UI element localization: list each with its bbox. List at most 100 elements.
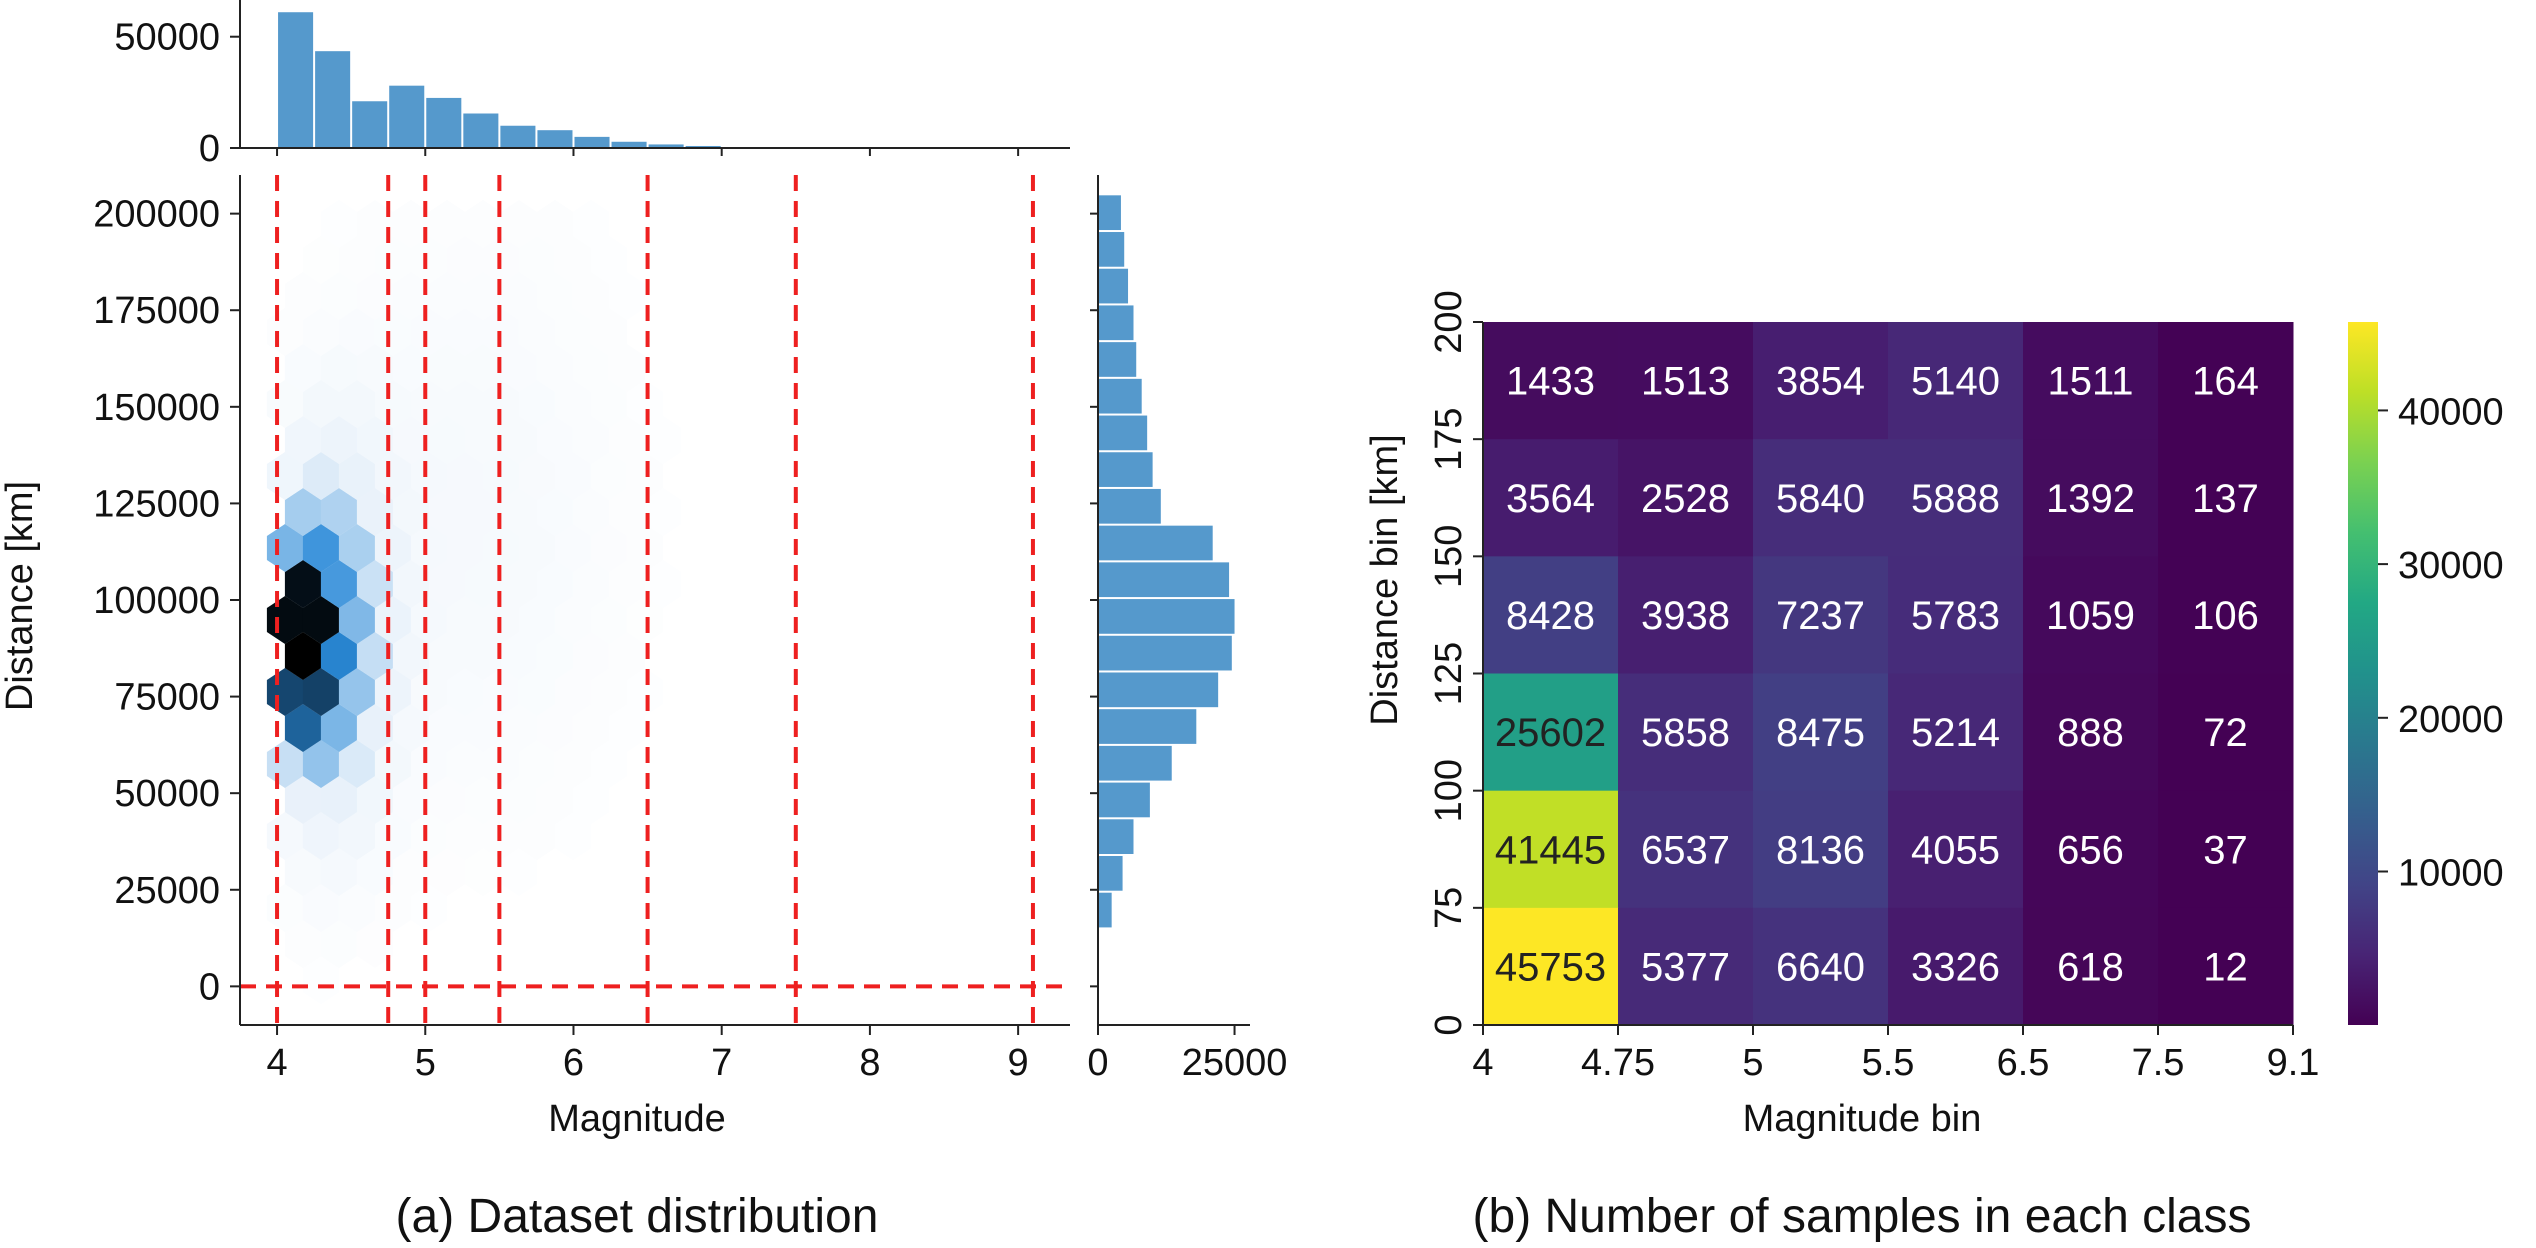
hexbin-cell	[302, 884, 340, 932]
hexbin-cell	[338, 308, 376, 356]
hexbin-cell	[608, 272, 646, 320]
distance-hist-bar	[1098, 672, 1219, 708]
heatmap-cell-value: 6537	[1641, 828, 1730, 872]
hexbin-cell	[644, 560, 682, 608]
hexbin-cell	[554, 236, 592, 284]
heatmap-cell	[1618, 907, 1754, 1026]
heatmap-y-tick-label: 150	[1428, 525, 1470, 588]
heatmap-cell-value: 8136	[1776, 828, 1865, 872]
heatmap-cell-value: 12	[2203, 945, 2248, 989]
hexbin-cell	[374, 308, 412, 356]
heatmap-y-tick-label: 125	[1428, 642, 1470, 705]
hexbin-cell	[302, 596, 340, 644]
y-tick-label: 75000	[114, 677, 220, 719]
heatmap-cell-value: 3326	[1911, 945, 2000, 989]
heatmap-cell	[2158, 322, 2294, 440]
hexbin-cell	[500, 776, 538, 824]
hexbin-cell	[374, 452, 412, 500]
hexbin-cell	[464, 488, 502, 536]
hexbin-cell	[410, 884, 448, 932]
hexbin-cell	[392, 200, 430, 248]
y-axis-label: Distance [km]	[0, 481, 41, 711]
hexbin-cell	[464, 848, 502, 896]
hexbin-cell	[392, 632, 430, 680]
heatmap-y-tick-label: 175	[1428, 407, 1470, 470]
hexbin-cell	[338, 452, 376, 500]
heatmap-cell	[2158, 673, 2294, 792]
hexbin-cell	[392, 416, 430, 464]
hexbin-cell	[374, 524, 412, 572]
heatmap-cell-value: 3564	[1506, 477, 1595, 521]
y-tick-label: 50000	[114, 773, 220, 815]
heatmap-cell-value: 37	[2203, 828, 2248, 872]
hexbin-cell	[608, 704, 646, 752]
heatmap-cell-value: 41445	[1495, 828, 1606, 872]
hexbin-cell	[482, 668, 520, 716]
distance-hist-bar	[1098, 745, 1172, 781]
heatmap-cell-value: 106	[2192, 594, 2259, 638]
hexbin-cell	[518, 740, 556, 788]
heatmap-cell-value: 3854	[1776, 360, 1865, 404]
heatmap-cell-value: 888	[2057, 711, 2124, 755]
hexbin-cell	[284, 848, 322, 896]
hexbin-cell	[284, 776, 322, 824]
hexbin-cell	[320, 920, 358, 968]
hexbin-density-layer	[266, 200, 682, 1004]
hexbin-cell	[518, 452, 556, 500]
heatmap-cell	[2158, 439, 2294, 557]
heatmap-cell	[1483, 907, 1619, 1026]
hexbin-cell	[284, 344, 322, 392]
hexbin-cell	[320, 488, 358, 536]
hexbin-cell	[392, 488, 430, 536]
heatmap-cell	[2023, 790, 2159, 909]
hexbin-cell	[464, 632, 502, 680]
hexbin-cell	[374, 668, 412, 716]
hexbin-cell	[446, 668, 484, 716]
main-axes: 4 5 6 7 8 9 0 25000 50000 75000 100000 125000 150000…	[93, 175, 1070, 1084]
hexbin-cell	[320, 704, 358, 752]
hexbin-cell	[464, 416, 502, 464]
hexbin-cell	[320, 416, 358, 464]
hexbin-cell	[338, 524, 376, 572]
heatmap-cell	[1483, 790, 1619, 909]
hexbin-cell	[302, 452, 340, 500]
hexbin-cell	[428, 200, 466, 248]
heatmap-cell-value: 5377	[1641, 945, 1730, 989]
hexbin-cell	[500, 848, 538, 896]
hexbin-cell	[554, 380, 592, 428]
hexbin-cell	[554, 596, 592, 644]
hexbin-cell	[302, 740, 340, 788]
hexbin-cell	[356, 920, 394, 968]
heatmap-cell-value: 5783	[1911, 594, 2000, 638]
x-tick-label: 9	[1008, 1042, 1029, 1084]
hexbin-cell	[374, 740, 412, 788]
magnitude-hist-bar	[352, 101, 388, 148]
hexbin-cell	[500, 704, 538, 752]
distance-hist-bar	[1098, 378, 1142, 414]
hexbin-cell	[446, 812, 484, 860]
top-hist-y-tick-label: 0	[199, 128, 220, 170]
magnitude-hist-bar	[426, 97, 462, 148]
heatmap-cell-value: 45753	[1495, 945, 1606, 989]
hexbin-cell	[608, 632, 646, 680]
hexbin-cell	[266, 884, 304, 932]
magnitude-hist-bar	[611, 141, 647, 148]
heatmap-cell-value: 6640	[1776, 945, 1865, 989]
heatmap-cell	[1618, 439, 1754, 557]
distance-hist-bar	[1098, 525, 1213, 561]
heatmap-cell	[1483, 556, 1619, 674]
hexbin-cell	[410, 524, 448, 572]
hexbin-cell	[410, 668, 448, 716]
hexbin-cell	[608, 416, 646, 464]
hexbin-cell	[320, 344, 358, 392]
hexbin-cell	[320, 632, 358, 680]
heatmap-x-tick-label: 7.5	[2132, 1042, 2185, 1084]
hexbin-cell	[410, 308, 448, 356]
y-tick-label: 150000	[93, 387, 220, 429]
heatmap-y-tick-label: 200	[1428, 290, 1470, 353]
hexbin-cell	[626, 596, 664, 644]
hexbin-cell	[536, 344, 574, 392]
heatmap-cell	[1888, 556, 2024, 674]
hexbin-cell	[338, 668, 376, 716]
x-tick-label: 6	[563, 1042, 584, 1084]
